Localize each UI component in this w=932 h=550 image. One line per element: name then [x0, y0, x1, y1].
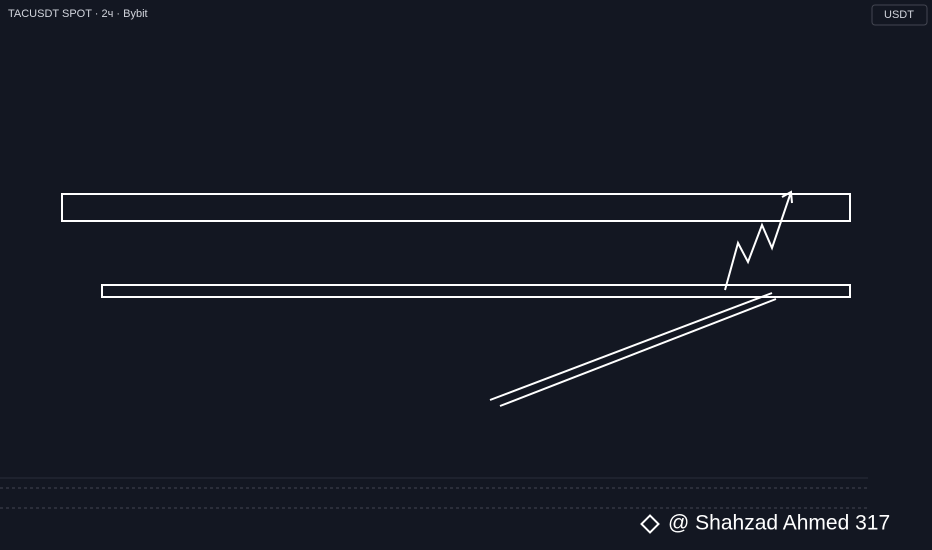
projection-arrow	[724, 194, 791, 291]
currency-button[interactable]	[871, 4, 928, 26]
watermark: @ Shahzad Ahmed 317	[668, 512, 890, 535]
zone-box	[101, 284, 851, 298]
watermark-icon	[640, 514, 660, 534]
trend-line	[489, 292, 773, 401]
drawings	[61, 190, 851, 407]
zone-box	[61, 193, 851, 222]
currency-label[interactable]: USDT	[884, 9, 914, 21]
arrow-head	[781, 190, 793, 204]
trend-line	[499, 298, 777, 407]
price-axis	[868, 0, 932, 550]
chart-title: TACUSDT SPOT · 2ч · Bybit	[8, 8, 148, 20]
